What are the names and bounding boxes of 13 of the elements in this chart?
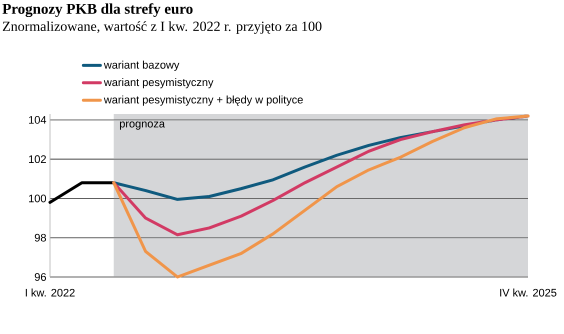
legend-label: wariant pesymistyczny + błędy w polityce (104, 96, 303, 106)
legend-label: wariant pesymistyczny (104, 78, 214, 88)
legend-label: wariant bazowy (104, 60, 180, 71)
y-tick-label: 102 (29, 155, 46, 164)
y-tick-label: 100 (29, 194, 46, 202)
annotation: prognoza (120, 122, 165, 130)
chart-title: Prognozy PKB dla strefy euro (2, 3, 193, 18)
x-tick-label: IV kw. 2025 (500, 288, 556, 297)
y-tick-label: 96 (34, 273, 46, 281)
chart-subtitle: Znormalizowane, wartość z I kw. 2022 r. przyjęto za 100 (2, 21, 322, 34)
x-tick-label: I kw. 2022 (26, 288, 75, 297)
y-tick-label: 104 (29, 116, 46, 124)
y-tick-label: 98 (34, 234, 46, 242)
